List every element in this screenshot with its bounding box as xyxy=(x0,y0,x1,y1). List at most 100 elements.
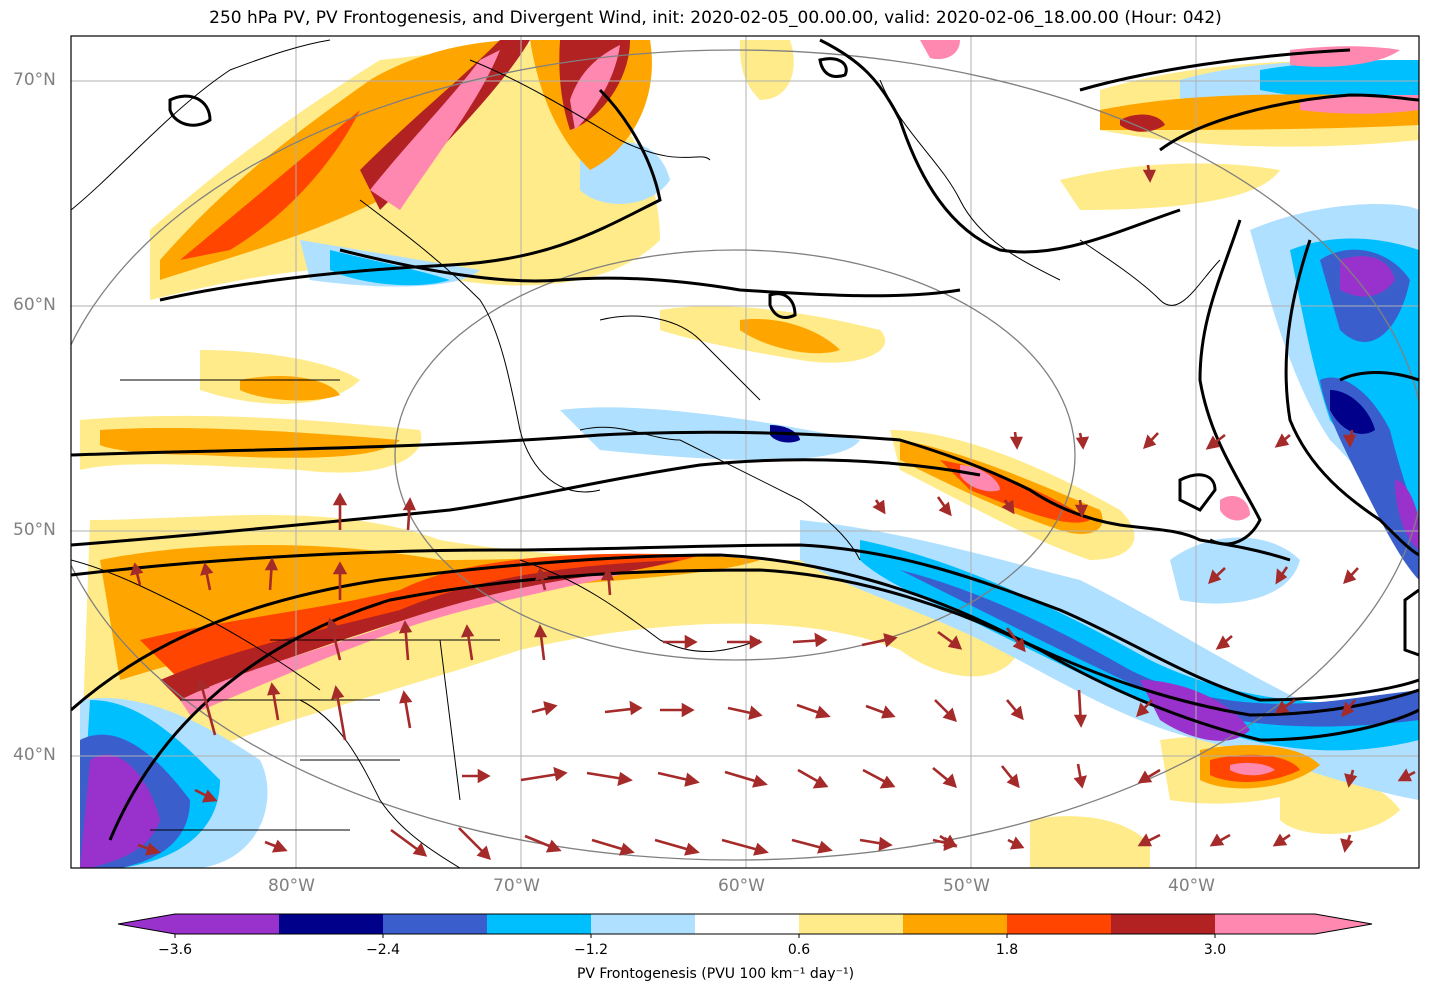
wind-arrow xyxy=(1275,566,1289,585)
wind-arrow xyxy=(792,632,828,648)
colorbar-tick-label: 1.8 xyxy=(995,942,1019,958)
wind-arrow xyxy=(1274,433,1291,448)
wind-arrow xyxy=(727,705,763,720)
wind-arrow xyxy=(264,839,288,853)
wind-arrow xyxy=(586,771,633,787)
lon-label-50w: 50°W xyxy=(943,876,990,896)
wind-arrow xyxy=(934,699,957,722)
map-frame xyxy=(70,35,1420,869)
wind-arrow xyxy=(936,496,952,517)
pv-frontogenesis-fill xyxy=(80,40,1419,868)
wind-arrow xyxy=(861,633,898,648)
wind-arrow xyxy=(600,567,615,596)
colorbar xyxy=(117,913,1373,938)
wind-arrow xyxy=(326,617,342,661)
wind-arrow xyxy=(1342,429,1357,448)
wind-arrow xyxy=(398,620,413,661)
lat-label-60n: 60°N xyxy=(13,295,56,315)
wind-arrow xyxy=(1344,769,1358,788)
wind-arrow xyxy=(520,766,568,782)
colorbar-extend-max xyxy=(1315,914,1372,934)
wind-arrow xyxy=(663,634,698,650)
wind-arrow xyxy=(1142,164,1157,183)
wind-arrow xyxy=(1074,499,1089,518)
wind-arrow xyxy=(1073,689,1088,728)
wind-arrow xyxy=(932,766,957,788)
wind-arrow xyxy=(1001,499,1015,515)
colorbar-swatch xyxy=(903,914,1007,934)
wind-arrow xyxy=(862,768,896,789)
lat-label-40n: 40°N xyxy=(13,745,56,765)
wind-arrow xyxy=(524,834,562,853)
wind-arrow xyxy=(533,624,548,661)
map-area xyxy=(71,36,1419,868)
divergent-wind-vectors xyxy=(130,164,1416,860)
wind-arrow xyxy=(1073,763,1087,789)
graticule xyxy=(71,36,1419,868)
wind-arrow xyxy=(1343,567,1359,585)
wind-arrow xyxy=(1000,765,1020,789)
wind-arrow xyxy=(865,704,896,719)
wind-arrow xyxy=(531,701,558,716)
wind-arrow xyxy=(460,624,475,661)
wind-arrow xyxy=(331,685,347,741)
wind-arrow xyxy=(1136,699,1153,718)
wind-arrow xyxy=(1397,768,1416,782)
wind-arrow xyxy=(200,562,214,591)
wind-arrow xyxy=(1205,433,1226,450)
wind-arrow xyxy=(264,557,279,591)
wind-arrow xyxy=(1006,699,1024,721)
wind-arrow xyxy=(390,828,428,857)
colorbar-tick-label: −2.4 xyxy=(366,942,400,958)
wind-arrow xyxy=(458,827,491,860)
colorbar-swatch xyxy=(1215,914,1315,934)
wind-arrow xyxy=(462,768,491,784)
colorbar-tick-label: 3.0 xyxy=(1203,942,1227,958)
colorbar-tick-label: 0.6 xyxy=(787,942,811,958)
wind-arrow xyxy=(591,838,635,856)
wind-arrow xyxy=(535,567,549,591)
wind-arrow xyxy=(654,838,700,856)
wind-arrow xyxy=(1137,833,1161,847)
wind-arrow xyxy=(937,630,963,650)
colorbar-extend-min xyxy=(118,914,175,934)
colorbar-tick-label: −1.2 xyxy=(574,942,608,958)
wind-arrow xyxy=(1215,635,1233,650)
wind-arrow xyxy=(194,788,218,803)
range-rings xyxy=(71,49,1419,861)
colorbar-swatch xyxy=(1111,914,1215,934)
colorbar-swatch xyxy=(175,914,279,934)
lon-label-60w: 60°W xyxy=(718,876,765,896)
wind-arrow xyxy=(1009,431,1024,450)
colorbar-swatch xyxy=(487,914,591,934)
wind-arrow xyxy=(137,842,161,856)
wind-arrow xyxy=(657,771,700,787)
wind-arrow xyxy=(721,838,769,856)
colorbar-swatch xyxy=(591,914,695,934)
lat-label-70n: 70°N xyxy=(13,70,56,90)
wind-arrow xyxy=(1274,698,1296,714)
lon-label-80w: 80°W xyxy=(268,876,315,896)
wind-arrow xyxy=(402,497,417,531)
wind-arrow xyxy=(1340,834,1354,853)
colorbar-tick-label: −3.6 xyxy=(158,942,192,958)
lat-label-50n: 50°N xyxy=(13,520,56,540)
colorbar-swatch xyxy=(383,914,487,934)
wind-arrow xyxy=(332,561,348,600)
wind-arrow xyxy=(196,677,217,736)
colorbar-swatch xyxy=(695,914,799,934)
wind-arrow xyxy=(1272,833,1291,847)
colorbar-title: PV Frontogenesis (PVU 100 km⁻¹ day⁻¹) xyxy=(576,966,855,982)
wind-arrow xyxy=(791,838,833,854)
wind-arrow xyxy=(130,562,144,586)
wind-arrow xyxy=(796,703,831,719)
wind-arrow xyxy=(1075,432,1090,450)
wind-arrow xyxy=(1209,833,1231,847)
colorbar-swatch xyxy=(1007,914,1111,934)
wind-arrow xyxy=(332,492,348,530)
wind-arrow xyxy=(399,690,413,729)
wind-arrow xyxy=(1208,567,1226,585)
coastlines xyxy=(71,39,1221,868)
wind-arrow xyxy=(1137,768,1161,784)
